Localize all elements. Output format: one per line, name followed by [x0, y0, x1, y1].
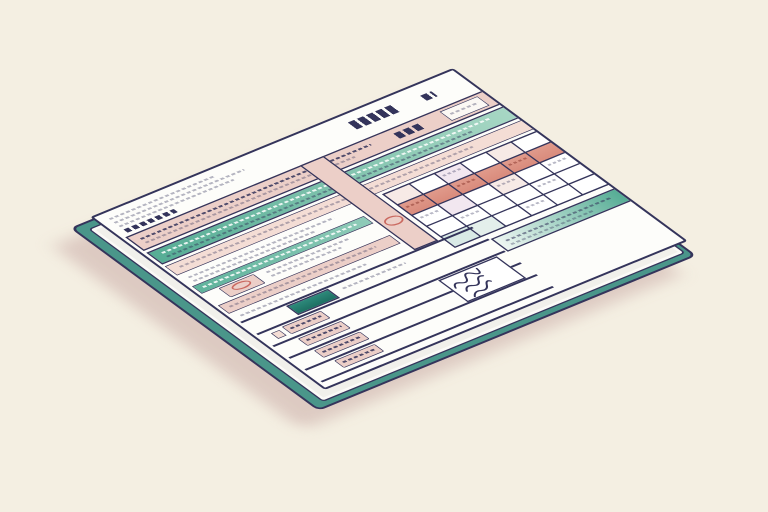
- band-glyphs: [393, 123, 426, 139]
- red-oval-stamp: [380, 213, 408, 228]
- form-title-scribble: [347, 104, 402, 130]
- checkbox-scribble: [270, 329, 287, 339]
- illustration-caption: Isometric illustration of a pastel sprea…: [0, 0, 1, 1]
- form-title-mark: [419, 91, 438, 101]
- handwriting-note: [453, 267, 493, 298]
- form-sheet: [90, 68, 688, 390]
- handwriting-cell: [438, 256, 527, 303]
